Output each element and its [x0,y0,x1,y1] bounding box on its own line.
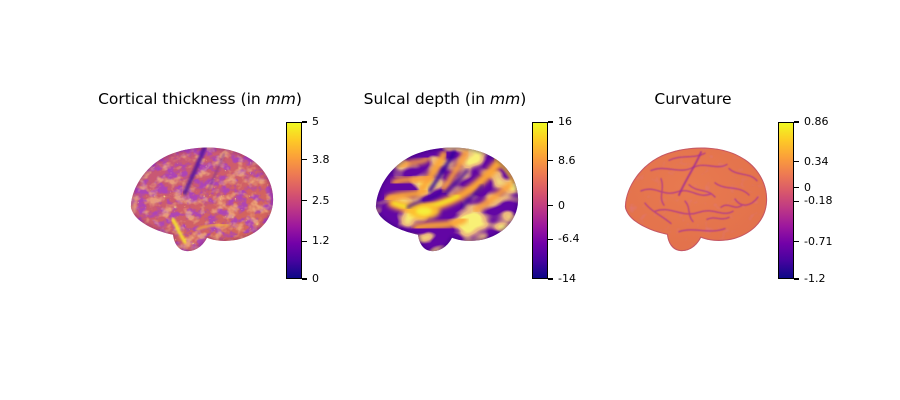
colorbar-tick-label: 0 [312,271,319,285]
panel-title-part: ) [295,90,302,108]
brain-surface-cortical-thickness [127,140,277,252]
colorbar-tick-label: 3.8 [312,152,330,166]
brain-texture [624,147,768,252]
brain-surface-svg [375,147,519,252]
brain-surface-svg [624,147,768,252]
colorbar-tick-mark [794,278,799,280]
colorbar-tick-mark [302,121,307,123]
colorbar-tick-label: 1.2 [312,234,330,248]
colorbar-tick-label: -6.4 [558,231,580,245]
brain-surface-sulcal-depth [372,140,522,252]
panel-title-part: mm [265,90,296,108]
colorbar-tick-mark [302,199,307,202]
colorbar-tick-label: 0.34 [804,154,829,168]
brain-surface-curvature [621,140,771,252]
colorbar-tick-label: 8.6 [558,153,576,167]
panel-title: Cortical thickness (in mm) [50,89,350,109]
colorbar-tick-label: 0 [558,198,565,212]
panel-title-part: mm [490,90,521,108]
colorbar-gradient [532,122,548,279]
colorbar-tick-mark [794,241,799,243]
colorbar-gradient [286,122,302,279]
colorbar-tick-mark [794,161,799,163]
colorbar-tick-mark [794,186,799,189]
colorbar-tick-label: 5 [312,114,319,128]
colorbar-tick-mark [794,121,799,123]
colorbar-tick-label: -1.2 [804,271,826,285]
brain-texture [130,147,274,252]
colorbar-tick-mark [548,238,553,240]
colorbar: 0.86 0.34 0 -0.18 -0.71 -1.2 [778,115,832,284]
colorbar: 16 8.6 0 -6.4 -14 [532,115,579,284]
colorbar-tick-mark [548,121,553,123]
brain-surface-svg [130,147,274,252]
colorbar-tick-label: -0.18 [804,194,833,208]
panel-title: Sulcal depth (in mm) [295,89,595,109]
colorbar-tick-label: 0 [804,180,811,194]
colorbar-tick-label: 16 [558,114,572,128]
colorbar-tick-mark [548,278,553,280]
colorbar-tick-label: -14 [558,271,576,285]
colorbar-tick-label: 2.5 [312,193,330,207]
colorbar-ticks: 0.86 0.34 0 -0.18 -0.71 -1.2 [778,115,832,284]
colorbar-tick-label: 0.86 [804,114,829,128]
colorbar-gradient [778,122,794,279]
colorbar-ticks: 16 8.6 0 -6.4 -14 [532,115,579,284]
panel-title-part: Sulcal depth (in [363,90,491,108]
panel-title: Curvature [543,89,843,109]
colorbar-tick-mark [302,278,307,280]
brain-texture [375,147,519,252]
colorbar-tick-mark [302,159,307,161]
colorbar-ticks: 5 3.8 2.5 1.2 0 [286,115,330,284]
colorbar-tick-mark [794,200,799,202]
panel-title-part: ) [520,90,527,108]
colorbar-tick-label: -0.71 [804,234,833,248]
colorbar-tick-mark [548,160,553,162]
colorbar: 5 3.8 2.5 1.2 0 [286,115,330,284]
colorbar-tick-mark [302,240,307,242]
panel-title-part: Curvature [654,90,732,108]
colorbar-tick-mark [548,205,553,207]
panel-title-part: Cortical thickness (in [98,90,266,108]
